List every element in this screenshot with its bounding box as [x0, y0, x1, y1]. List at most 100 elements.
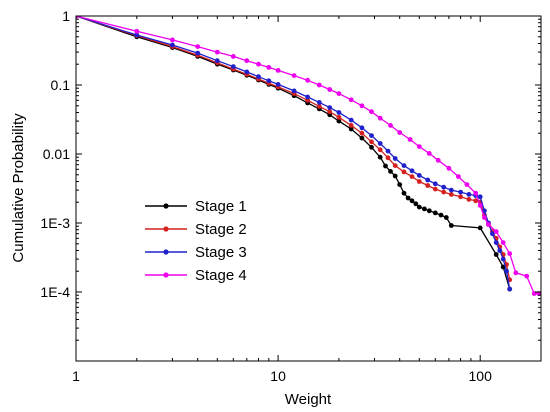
data-point-stage-4 [316, 82, 322, 88]
plot-frame [75, 15, 542, 362]
data-point-stage-4 [275, 68, 281, 73]
series-stage-4 [76, 16, 541, 296]
data-point-stage-4 [230, 54, 236, 59]
data-point-stage-4 [134, 28, 140, 34]
data-point-stage-4 [486, 222, 491, 227]
legend-label: Stage 1 [195, 198, 247, 215]
legend-label: Stage 2 [195, 221, 247, 238]
data-point-stage-3 [507, 286, 513, 292]
data-point-stage-2 [385, 155, 391, 161]
data-point-stage-4 [359, 103, 365, 109]
data-point-stage-2 [327, 109, 333, 115]
legend-label: Stage 4 [195, 267, 247, 284]
data-point-stage-3 [441, 184, 447, 190]
legend-item-stage-1: Stage 1 [145, 198, 247, 215]
data-point-stage-4 [388, 123, 393, 128]
data-point-stage-3 [291, 88, 297, 94]
data-point-stage-2 [425, 183, 431, 188]
data-point-stage-3 [195, 50, 201, 56]
series-layer [76, 16, 541, 296]
data-point-stage-3 [482, 208, 487, 214]
data-point-stage-2 [336, 114, 342, 120]
legend-swatch-marker [163, 272, 169, 278]
data-point-stage-4 [493, 229, 499, 235]
data-point-stage-1 [416, 204, 422, 210]
series-line-stage-3 [76, 16, 511, 290]
data-point-stage-3 [230, 64, 236, 69]
data-point-stage-4 [291, 73, 297, 78]
data-point-stage-2 [448, 192, 454, 197]
y-tick-label: 0.1 [51, 77, 71, 93]
data-point-stage-2 [401, 169, 407, 175]
y-tick-label: 1 [62, 8, 70, 24]
x-axis-title: Weight [285, 391, 332, 408]
data-point-stage-3 [500, 256, 506, 262]
data-point-stage-3 [170, 42, 175, 48]
series-line-stage-2 [76, 16, 511, 280]
data-point-stage-1 [477, 225, 483, 231]
data-point-stage-4 [435, 157, 441, 163]
y-axis-title: Cumulative Probability [10, 113, 27, 263]
data-point-stage-3 [214, 58, 220, 64]
legend-swatch-marker [163, 203, 169, 209]
data-point-stage-1 [369, 144, 374, 150]
data-point-stage-2 [466, 197, 472, 202]
data-point-stage-3 [359, 125, 365, 131]
data-point-stage-3 [448, 187, 454, 193]
x-axis: 1 10 100 [72, 16, 542, 384]
data-point-stage-1 [443, 215, 449, 220]
data-point-stage-1 [409, 198, 415, 204]
data-point-stage-4 [348, 97, 354, 103]
data-point-stage-4 [426, 151, 432, 156]
data-point-stage-2 [316, 104, 322, 109]
data-point-stage-3 [425, 177, 431, 183]
data-point-stage-1 [388, 169, 393, 174]
data-point-stage-4 [369, 109, 374, 115]
data-point-stage-2 [416, 179, 422, 184]
data-point-stage-3 [477, 194, 483, 200]
legend-swatch-marker [163, 249, 169, 255]
legend-label: Stage 3 [195, 244, 247, 261]
data-point-stage-4 [524, 273, 530, 279]
y-axis: 1 0.1 0.01 1E-3 1E-4 [40, 8, 541, 362]
data-point-stage-4 [305, 77, 310, 83]
data-point-stage-2 [348, 123, 354, 128]
data-point-stage-1 [413, 201, 419, 207]
data-point-stage-3 [490, 231, 495, 237]
data-point-stage-4 [327, 87, 333, 92]
x-tick-label: 10 [270, 368, 286, 384]
data-point-stage-2 [359, 130, 365, 136]
data-point-stage-1 [422, 206, 427, 212]
data-point-stage-2 [473, 198, 479, 204]
data-point-stage-1 [359, 135, 365, 141]
y-tick-label: 0.01 [43, 146, 70, 162]
data-point-stage-3 [316, 100, 322, 105]
x-tick-label: 100 [469, 368, 493, 384]
data-point-stage-3 [266, 78, 272, 84]
data-point-stage-2 [305, 97, 310, 103]
data-point-stage-1 [348, 126, 354, 132]
data-point-stage-1 [438, 212, 444, 218]
data-point-stage-4 [76, 16, 79, 19]
data-point-stage-4 [482, 215, 487, 220]
data-point-stage-3 [305, 94, 310, 100]
data-point-stage-2 [369, 139, 374, 145]
data-point-stage-2 [377, 147, 383, 153]
data-point-stage-3 [348, 117, 354, 123]
data-point-stage-3 [493, 240, 499, 246]
data-point-stage-1 [383, 163, 388, 169]
data-point-stage-3 [409, 168, 415, 174]
data-point-stage-2 [409, 174, 415, 180]
data-point-stage-1 [426, 208, 432, 214]
data-point-stage-4 [464, 182, 470, 188]
data-point-stage-3 [392, 156, 398, 161]
data-point-stage-4 [473, 190, 479, 196]
data-point-stage-4 [456, 174, 461, 180]
data-point-stage-1 [377, 154, 383, 160]
legend-swatch-marker [163, 226, 169, 232]
data-point-stage-2 [432, 186, 438, 192]
data-point-stage-3 [327, 105, 333, 110]
data-point-stage-3 [385, 148, 391, 154]
series-stage-3 [76, 16, 513, 292]
